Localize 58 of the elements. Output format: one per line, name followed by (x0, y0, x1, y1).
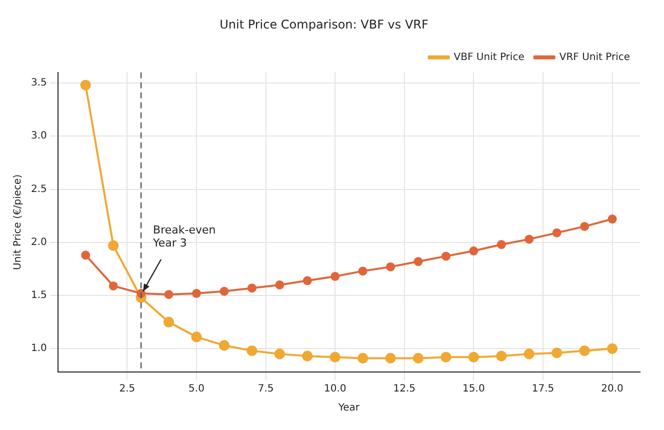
point (606, 343, 618, 354)
y-tick-label: 2.5 (30, 184, 47, 195)
point (302, 350, 313, 362)
annotation: Break-even Year 3 (152, 223, 216, 250)
point (247, 284, 256, 293)
y-tick-label: 1.0 (30, 343, 47, 354)
point (358, 352, 368, 364)
y-tick-label: 3.0 (30, 130, 47, 142)
point (108, 281, 118, 290)
point (108, 240, 119, 251)
point (192, 288, 201, 298)
point (552, 228, 562, 238)
point (330, 352, 340, 362)
point (385, 352, 396, 364)
point (552, 348, 562, 358)
point (386, 262, 396, 272)
x-tick-label: 2.5 (119, 384, 136, 395)
point (414, 257, 423, 266)
point (524, 234, 534, 244)
point (496, 350, 507, 362)
point (441, 252, 450, 261)
point (580, 222, 590, 231)
point (469, 246, 478, 256)
point (220, 286, 229, 296)
point (164, 290, 174, 299)
point (524, 348, 534, 360)
point (358, 266, 368, 276)
point (275, 280, 284, 290)
point (412, 352, 424, 364)
x-tick-label: 10.0 (324, 384, 346, 395)
point (81, 250, 90, 260)
point (496, 240, 506, 250)
legend-label: VBF Unit Price (454, 52, 524, 63)
point (274, 348, 285, 360)
x-tick-label: 12.5 (393, 384, 416, 395)
point (163, 316, 174, 328)
point (440, 352, 452, 362)
y-tick-label: 3.5 (30, 78, 47, 89)
point (468, 352, 479, 362)
y-tick-label: 1.5 (30, 290, 47, 302)
point (302, 276, 312, 286)
legend-label: VRF Unit Price (559, 52, 630, 63)
x-axis-title: Year (337, 402, 360, 414)
point (246, 345, 258, 356)
x-tick-label: 15.0 (462, 384, 485, 395)
point (191, 332, 202, 342)
x-tick-label: 17.5 (532, 384, 554, 395)
point (80, 80, 91, 90)
point (608, 214, 617, 224)
chart-title: Unit Price Comparison: VBF vs VRF (220, 17, 428, 32)
y-tick-label: 2.0 (30, 236, 47, 248)
point (330, 272, 340, 281)
point (218, 340, 230, 351)
x-tick-label: 7.5 (258, 384, 274, 395)
point (579, 345, 590, 356)
x-tick-label: 20.0 (601, 384, 624, 395)
x-tick-label: 5.0 (188, 384, 204, 395)
y-axis-title: Unit Price (€/piece) (12, 174, 24, 270)
